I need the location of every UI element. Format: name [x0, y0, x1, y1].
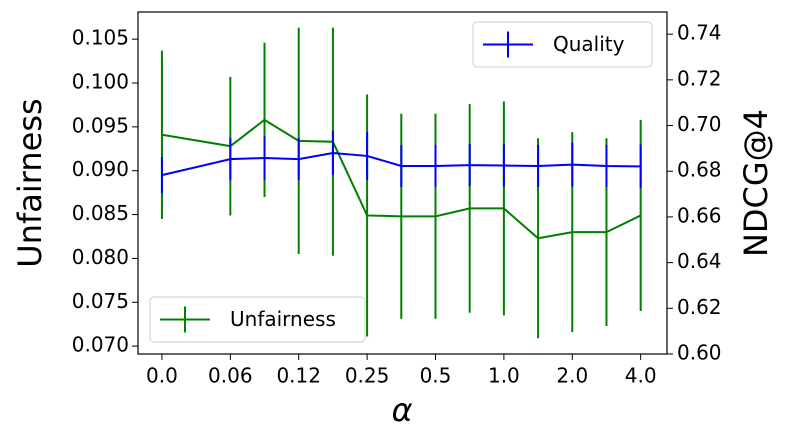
y-tick-label: 0.100 — [72, 70, 129, 94]
y-tick-label: 0.105 — [72, 26, 129, 50]
x-tick-label: 4.0 — [625, 364, 657, 388]
x-tick-label: 0.5 — [420, 364, 452, 388]
x-tick-label: 2.0 — [556, 364, 588, 388]
y-tick-label: 0.090 — [72, 157, 129, 181]
y2-tick-label: 0.66 — [677, 203, 722, 227]
y2-tick-label: 0.64 — [677, 249, 722, 273]
legend: Quality — [472, 21, 653, 68]
y2-tick-label: 0.70 — [677, 112, 722, 136]
y2-axis-label: NDCG@4 — [737, 109, 775, 257]
y2-tick-label: 0.60 — [677, 341, 722, 365]
x-tick-label: 0.06 — [208, 364, 253, 388]
y-tick-label: 0.080 — [72, 245, 129, 269]
x-tick-label: 0.0 — [146, 364, 178, 388]
data-line — [161, 118, 642, 240]
legend-box — [149, 296, 366, 343]
y-axis-label: Unfairness — [11, 98, 49, 267]
legend-box — [472, 21, 653, 68]
y2-tick-label: 0.68 — [677, 158, 722, 182]
y-tick-label: 0.075 — [72, 289, 129, 313]
plot-frame — [137, 11, 668, 355]
y2-tick-label: 0.62 — [677, 295, 722, 319]
x-tick-label: 1.0 — [488, 364, 520, 388]
x-axis-label: α — [391, 391, 412, 429]
y-tick-label: 0.070 — [72, 333, 129, 357]
x-tick-label: 0.12 — [276, 364, 321, 388]
legend-label: Quality — [553, 32, 625, 56]
y2-tick-label: 0.72 — [677, 66, 722, 90]
legend: Unfairness — [149, 296, 366, 343]
y2-tick-label: 0.74 — [677, 21, 722, 45]
legend-label: Unfairness — [230, 307, 336, 331]
y-tick-label: 0.085 — [72, 201, 129, 225]
y-tick-label: 0.095 — [72, 113, 129, 137]
x-tick-label: 0.25 — [345, 364, 390, 388]
data-line — [161, 151, 641, 177]
